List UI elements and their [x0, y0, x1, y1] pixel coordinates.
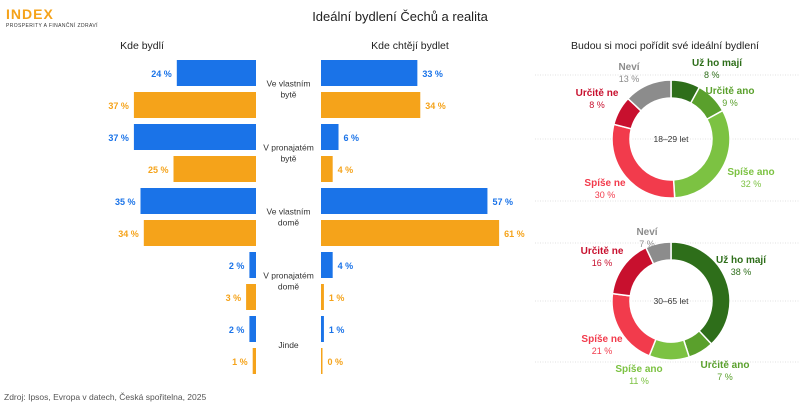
donut-center-label-1: 30–65 let — [654, 296, 690, 306]
bar-right-orange-3 — [321, 284, 324, 310]
bar-right-blue-2 — [321, 188, 488, 214]
donut-label-1-2: Spíše ano — [615, 364, 662, 375]
bar-left-orange-4 — [252, 348, 256, 374]
donut-slice-0-2 — [672, 109, 731, 199]
donut-value-1-4: 16 % — [592, 258, 613, 268]
bar-left-current-4 — [249, 316, 256, 342]
logo-text: INDEX — [6, 6, 54, 22]
donut-value-0-1: 9 % — [722, 98, 738, 108]
value-label-right-blue-0: 33 % — [422, 69, 443, 79]
logo: INDEX PROSPERITY A FINANČNÍ ZDRAVÍ — [6, 6, 98, 29]
donut-value-0-3: 30 % — [595, 190, 616, 200]
value-label-right-orange-1: 4 % — [338, 165, 354, 175]
bar-left-orange-2 — [143, 220, 256, 246]
value-label-right-blue-1: 6 % — [344, 133, 360, 143]
right-panel-title: Kde chtějí bydlet — [371, 40, 449, 52]
donut-value-0-0: 8 % — [704, 70, 720, 80]
bar-right-blue-0 — [321, 60, 418, 86]
donut-label-1-3: Spíše ne — [581, 334, 623, 345]
value-label-right-blue-2: 57 % — [492, 197, 513, 207]
donut-value-1-3: 21 % — [592, 346, 613, 356]
donut-label-1-0: Už ho mají — [716, 255, 767, 266]
donut-slice-1-3 — [611, 292, 657, 357]
donut-label-0-3: Spíše ne — [584, 178, 626, 189]
donut-label-0-1: Určitě ano — [706, 86, 755, 97]
value-label-left-orange-1: 25 % — [148, 165, 169, 175]
donut-value-1-2: 11 % — [629, 376, 649, 385]
donut-label-1-4: Určitě ne — [581, 246, 624, 257]
category-label-3: domě — [278, 282, 300, 292]
donut-label-0-0: Už ho mají — [692, 58, 743, 69]
donut-label-1-1: Určitě ano — [701, 360, 750, 371]
donut-label-0-2: Spíše ano — [727, 167, 774, 178]
bar-left-orange-3 — [246, 284, 256, 310]
category-label-4: Jinde — [278, 340, 299, 350]
bar-left-current-1 — [133, 124, 256, 150]
bar-right-blue-3 — [321, 252, 333, 278]
donut-value-0-5: 13 % — [619, 74, 640, 84]
source-note: Zdroj: Ipsos, Evropa v datech, Česká spo… — [4, 392, 207, 402]
donut-value-0-2: 32 % — [741, 179, 762, 189]
value-label-right-orange-2: 61 % — [504, 229, 525, 239]
donut-slice-1-5 — [644, 241, 672, 265]
bar-left-current-2 — [140, 188, 256, 214]
category-label-1: bytě — [280, 154, 296, 164]
value-label-left-blue-3: 2 % — [229, 261, 245, 271]
value-label-left-orange-4: 1 % — [232, 357, 248, 367]
category-label-0: Ve vlastním — [267, 79, 311, 89]
value-label-left-orange-3: 3 % — [226, 293, 242, 303]
value-label-right-blue-4: 1 % — [329, 325, 345, 335]
bar-left-current-3 — [249, 252, 256, 278]
donut-slice-0-5 — [626, 79, 672, 112]
value-label-right-blue-3: 4 % — [338, 261, 354, 271]
bar-right-blue-4 — [321, 316, 324, 342]
donut-label-0-4: Určitě ne — [576, 88, 619, 99]
value-label-left-blue-4: 2 % — [229, 325, 245, 335]
value-label-left-orange-0: 37 % — [108, 101, 129, 111]
bar-right-orange-4 — [321, 348, 323, 374]
donut-value-1-0: 38 % — [731, 267, 752, 277]
category-label-2: Ve vlastním — [267, 207, 311, 217]
bar-right-blue-1 — [321, 124, 339, 150]
donut-value-0-4: 8 % — [589, 100, 605, 110]
value-label-right-orange-3: 1 % — [329, 293, 345, 303]
value-label-right-orange-4: 0 % — [328, 357, 344, 367]
bar-left-current-0 — [176, 60, 256, 86]
donut-center-label-0: 18–29 let — [654, 134, 690, 144]
donut-value-1-1: 7 % — [717, 372, 733, 382]
donut-label-0-5: Neví — [618, 62, 640, 73]
value-label-right-orange-0: 34 % — [425, 101, 446, 111]
value-label-left-orange-2: 34 % — [118, 229, 139, 239]
logo-subtitle: PROSPERITY A FINANČNÍ ZDRAVÍ — [6, 23, 98, 29]
value-label-left-blue-2: 35 % — [115, 197, 136, 207]
bar-right-orange-2 — [321, 220, 500, 246]
donut-value-1-5: 7 % — [639, 239, 655, 249]
value-label-left-blue-0: 24 % — [151, 69, 172, 79]
category-label-2: domě — [278, 218, 300, 228]
category-label-1: V pronajatém — [263, 143, 314, 153]
bar-left-orange-1 — [173, 156, 256, 182]
left-panel-title: Kde bydlí — [120, 40, 164, 52]
category-label-0: bytě — [280, 90, 296, 100]
bar-right-orange-1 — [321, 156, 333, 182]
value-label-left-blue-1: 37 % — [108, 133, 129, 143]
category-label-3: V pronajatém — [263, 271, 314, 281]
main-title: Ideální bydlení Čechů a realita — [312, 9, 488, 24]
donut-panel-title: Budou si moci pořídit své ideální bydlen… — [571, 40, 759, 52]
bar-left-orange-0 — [133, 92, 256, 118]
bar-right-orange-0 — [321, 92, 421, 118]
donut-label-1-5: Neví — [636, 227, 658, 238]
